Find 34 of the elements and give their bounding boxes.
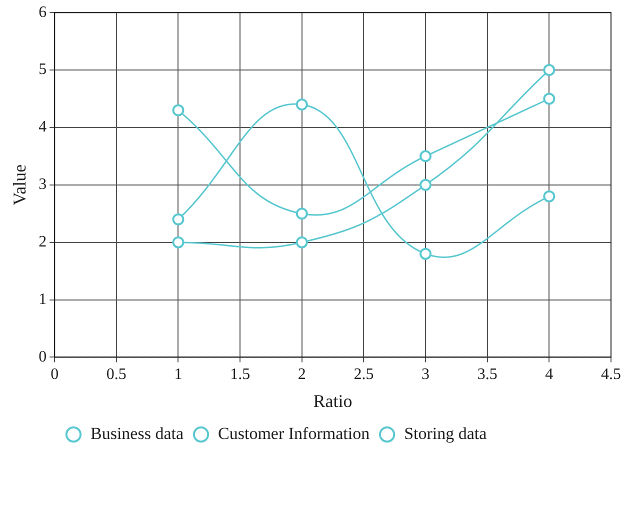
x-tick-label: 2 (298, 366, 306, 384)
x-tick-label: 4.5 (601, 366, 621, 384)
x-tick-label: 3.5 (477, 366, 498, 384)
point (296, 236, 308, 248)
point (296, 98, 308, 110)
x-axis-title: Ratio (313, 390, 352, 411)
point (172, 104, 184, 116)
y-tick-label: 5 (38, 61, 47, 78)
y-axis-title: Value (10, 164, 30, 206)
legend-label: Storing data (404, 424, 488, 443)
point (543, 190, 556, 202)
point (172, 236, 184, 248)
legend-label: Business data (90, 424, 184, 443)
point (296, 208, 308, 220)
x-tick-label: 0.5 (106, 366, 126, 384)
y-tick-label: 6 (38, 4, 47, 21)
x-tick-label: 1.5 (230, 366, 250, 384)
point (543, 92, 556, 105)
point (420, 178, 432, 191)
x-tick-label: 2.5 (354, 366, 374, 384)
y-tick-label: 1 (38, 290, 47, 308)
point (172, 213, 184, 226)
point (420, 150, 432, 162)
x-tick-label: 3 (422, 366, 430, 384)
y-tick-label: 4 (38, 118, 47, 136)
x-tick-label: 0 (50, 366, 59, 384)
point (420, 248, 432, 260)
x-tick-label: 1 (174, 366, 182, 384)
y-tick-label: 3 (38, 176, 47, 194)
point (543, 64, 556, 76)
y-tick-label: 2 (38, 234, 47, 251)
legend-label: Customer Information (218, 424, 370, 443)
x-tick-label: 4 (545, 366, 554, 384)
y-tick-label: 0 (38, 348, 47, 366)
